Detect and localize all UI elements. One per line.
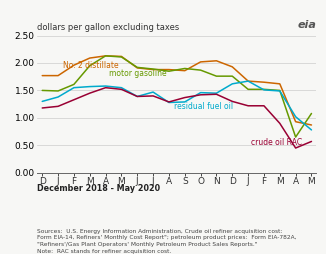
- Text: Sources:  U.S. Energy Information Administration, Crude oil refiner acquisition : Sources: U.S. Energy Information Adminis…: [37, 229, 297, 254]
- Text: No. 2 distillate: No. 2 distillate: [63, 60, 118, 70]
- Text: crude oil RAC: crude oil RAC: [251, 138, 303, 147]
- Text: motor gasoline: motor gasoline: [109, 69, 166, 78]
- Text: dollars per gallon excluding taxes: dollars per gallon excluding taxes: [37, 23, 180, 32]
- Text: residual fuel oil: residual fuel oil: [174, 102, 233, 111]
- Text: December 2018 - May 2020: December 2018 - May 2020: [37, 184, 161, 193]
- Text: eia: eia: [297, 20, 316, 30]
